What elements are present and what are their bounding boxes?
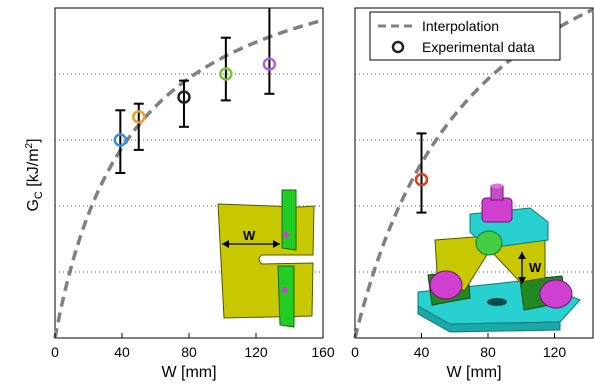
specimen-w-arrowhead-left <box>222 240 229 248</box>
y-axis-units-sup: 2 <box>24 142 35 148</box>
legend-experimental-label: Experimental data <box>422 39 535 55</box>
left-y-axis-title: GC [kJ/m2] <box>24 138 45 211</box>
y-axis-units: [kJ/m <box>25 148 42 186</box>
right-points-layer <box>414 132 429 214</box>
specimen-bottom-tab <box>277 265 295 328</box>
left-x-tick-label: 160 <box>311 344 335 360</box>
left-curve-layer <box>53 18 324 339</box>
y-axis-subscript: C <box>33 191 45 199</box>
specimen-w-label: W <box>243 228 256 243</box>
fixture-load-cell <box>481 197 513 223</box>
left-points-layer <box>113 8 277 174</box>
left-data-point <box>219 67 233 81</box>
left-x-axis-title: W [mm] <box>161 364 216 381</box>
left-x-tick-label: 120 <box>244 344 268 360</box>
fixture-inset: W <box>417 183 581 333</box>
left-x-tick-label: 80 <box>181 344 197 360</box>
left-x-tick-label: 0 <box>51 344 59 360</box>
right-x-tick-label: 120 <box>543 344 567 360</box>
left-x-tick-label: 40 <box>114 344 130 360</box>
left-gridlines <box>55 73 323 273</box>
fixture-top-roller <box>475 230 503 256</box>
fixture-w-label: W <box>529 260 542 275</box>
right-data-point <box>414 172 429 187</box>
right-x-tick-label: 80 <box>480 344 496 360</box>
left-data-point <box>262 57 277 71</box>
left-data-point <box>113 133 128 147</box>
y-axis-symbol: G <box>25 199 42 211</box>
legend-interpolation-label: Interpolation <box>422 18 499 34</box>
left-interpolation-curve <box>53 18 324 339</box>
specimen-inset: W <box>217 189 315 328</box>
specimen-pin-top <box>283 232 289 238</box>
right-x-tick-label: 40 <box>414 344 430 360</box>
fixture-w-arrowhead-bottom <box>518 277 526 284</box>
specimen-top-tab <box>281 189 297 251</box>
right-x-tick-label: 0 <box>351 344 359 360</box>
legend: Interpolation Experimental data <box>369 11 561 61</box>
fixture-base-hole <box>487 298 507 306</box>
fixture-w-arrowhead-top <box>518 252 526 259</box>
fixture-right-roller <box>539 279 573 309</box>
specimen-pin-bottom <box>282 287 288 293</box>
fixture-left-roller <box>429 270 463 300</box>
legend-experimental-swatch <box>391 40 405 54</box>
right-x-axis-title: W [mm] <box>446 364 501 381</box>
fixture-base-front <box>417 305 561 333</box>
y-axis-units-close: ] <box>25 138 42 142</box>
left-data-point <box>177 90 191 104</box>
specimen-w-arrowhead-right <box>273 240 280 248</box>
left-data-point <box>132 110 146 124</box>
fixture-rod-cap <box>491 183 503 189</box>
left-x-ticks: 0 40 80 120 160 <box>51 333 335 360</box>
left-panel: W 0 40 80 120 160 W [mm] GC [kJ/m2] <box>24 7 335 381</box>
